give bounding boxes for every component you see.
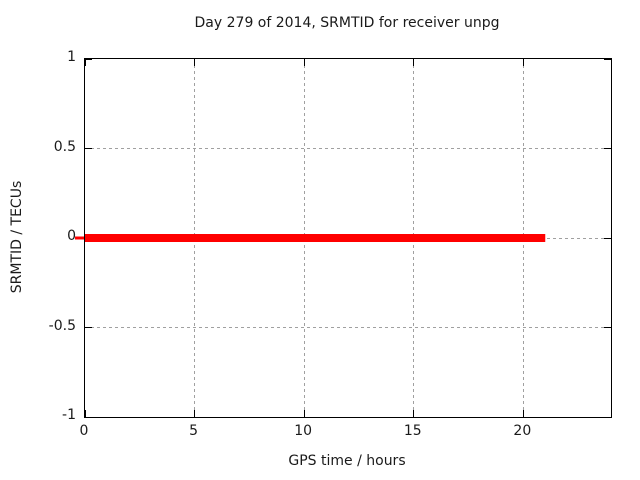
y-tick-left--0.5 <box>85 327 92 328</box>
x-tick-bottom-0 <box>84 410 86 417</box>
y-tick-right-1 <box>604 58 611 60</box>
x-tick-bottom-10 <box>303 410 305 417</box>
gridline-y--0.5 <box>85 327 611 328</box>
y-tick-left-1 <box>85 58 92 60</box>
y-tick-left--1 <box>85 416 92 418</box>
y-tick-right--1 <box>604 416 611 418</box>
y-tick-right--0.5 <box>604 327 611 328</box>
plot-area <box>75 58 612 418</box>
x-tick-bottom-5 <box>194 410 196 417</box>
series-start-tick-nub <box>75 236 84 240</box>
x-tick-bottom-20 <box>522 410 524 417</box>
y-tick-label-1: 1 <box>67 49 76 65</box>
x-tick-top-10 <box>303 59 305 66</box>
x-tick-label-10: 10 <box>294 423 313 439</box>
y-tick-label--0.5: -0.5 <box>48 317 76 334</box>
y-tick-label--1: -1 <box>62 407 76 423</box>
x-tick-label-20: 20 <box>513 423 532 439</box>
y-tick-label-0: 0 <box>67 228 76 244</box>
x-tick-label-0: 0 <box>79 423 89 439</box>
x-axis-label: GPS time / hours <box>288 453 406 469</box>
x-tick-bottom-15 <box>413 410 415 417</box>
y-tick-label-0.5: 0.5 <box>53 138 76 155</box>
y-tick-right-0.5 <box>604 148 611 149</box>
x-tick-label-5: 5 <box>189 423 199 439</box>
y-tick-left-0.5 <box>85 148 92 149</box>
x-tick-label-15: 15 <box>403 423 422 439</box>
chart-title: Day 279 of 2014, SRMTID for receiver unp… <box>194 15 500 31</box>
x-tick-top-20 <box>522 59 524 66</box>
y-tick-right-0 <box>604 237 611 239</box>
x-tick-top-5 <box>194 59 196 66</box>
gridline-y-0.5 <box>85 148 611 149</box>
series-layer <box>75 234 546 242</box>
x-tick-top-15 <box>413 59 415 66</box>
x-tick-top-0 <box>84 59 86 66</box>
